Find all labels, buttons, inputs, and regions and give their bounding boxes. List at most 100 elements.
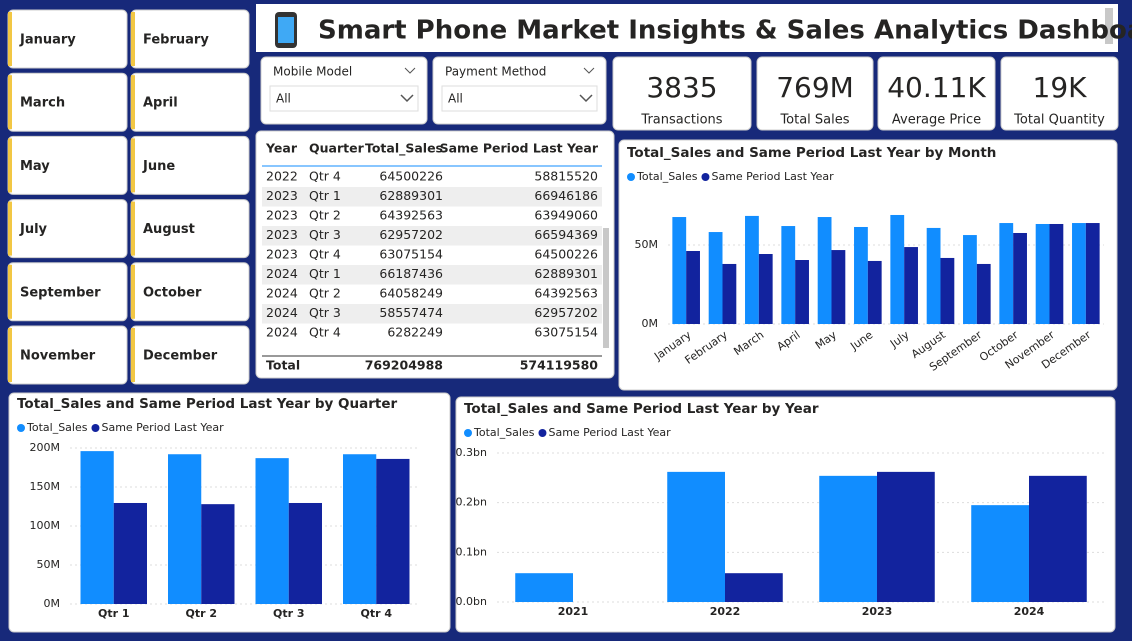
- month-accent: [8, 12, 12, 66]
- bar: [867, 260, 882, 324]
- dropdown[interactable]: [441, 85, 598, 112]
- bar: [255, 458, 289, 604]
- table-cell: 66946186: [534, 188, 598, 203]
- x-tick-label: 2021: [558, 605, 589, 618]
- table-row-band: [262, 226, 602, 246]
- table-header: Total_Sales: [365, 141, 443, 157]
- legend-swatch: [17, 424, 25, 432]
- bar: [926, 227, 941, 324]
- bar: [854, 226, 868, 324]
- table-cell: Qtr 4: [309, 247, 341, 262]
- bar: [976, 263, 991, 324]
- x-tick-label: Qtr 1: [98, 607, 130, 620]
- y-tick-label: 0.3bn: [456, 446, 487, 459]
- table-cell: 2023: [266, 247, 298, 262]
- bar: [672, 217, 687, 324]
- bar: [745, 215, 759, 324]
- bar: [781, 226, 796, 324]
- legend-label: Total_Sales: [636, 170, 698, 183]
- table-cell: Qtr 1: [309, 266, 341, 281]
- filter-label: Payment Method: [445, 65, 546, 79]
- table-cell: 62957202: [379, 227, 443, 242]
- chart: Total_Sales and Same Period Last Year by…: [456, 401, 1105, 618]
- dropdown-value: All: [448, 92, 463, 106]
- kpi-value: 769M: [776, 71, 854, 104]
- table-cell: 66594369: [534, 227, 598, 242]
- bar: [758, 254, 773, 324]
- bar: [376, 458, 410, 604]
- filter-label: Mobile Model: [273, 65, 352, 79]
- dropdown-chevron: [400, 94, 414, 103]
- bar: [288, 502, 322, 604]
- table-cell: 2024: [266, 325, 298, 340]
- table-scrollbar: [603, 228, 609, 348]
- bar: [1085, 223, 1100, 324]
- table-cell: Qtr 4: [309, 325, 341, 340]
- table-cell: 63949060: [534, 208, 598, 223]
- table-cell: 2023: [266, 188, 298, 203]
- y-tick-label: 50M: [37, 558, 61, 571]
- legend-swatch: [538, 429, 547, 437]
- title-bar: [256, 4, 1118, 52]
- bar: [904, 247, 918, 324]
- phone-icon: [275, 12, 297, 48]
- month-accent: [131, 264, 135, 319]
- month-label: January: [19, 33, 76, 48]
- table-cell: 2024: [266, 286, 298, 301]
- table-total: 769204988: [365, 358, 443, 373]
- y-tick-label: 0.1bn: [456, 545, 487, 558]
- table-cell: 2024: [266, 305, 298, 320]
- table-cell: 64392563: [534, 286, 598, 301]
- month-label: September: [20, 285, 101, 300]
- x-tick-label: 2022: [710, 605, 741, 618]
- table-cell: 64500226: [534, 247, 598, 262]
- table-header: Same Period Last Year: [440, 141, 599, 156]
- scrollbar: [1105, 8, 1113, 44]
- dropdown[interactable]: [269, 85, 419, 112]
- y-tick-label: 0.2bn: [456, 496, 487, 509]
- bar: [667, 471, 725, 602]
- x-tick-label: Qtr 2: [185, 607, 217, 620]
- month-label: December: [143, 349, 218, 364]
- bar: [1029, 475, 1087, 602]
- table-total: 574119580: [520, 358, 599, 373]
- legend-swatch: [91, 424, 100, 432]
- legend-label: Total_Sales: [473, 426, 535, 439]
- chart: Total_Sales and Same Period Last Year by…: [17, 396, 420, 620]
- table-cell: 64058249: [379, 286, 443, 301]
- month-accent: [8, 201, 12, 256]
- y-tick-label: 0M: [44, 597, 61, 610]
- table-cell: 62889301: [379, 188, 443, 203]
- bar: [795, 260, 809, 324]
- month-accent: [8, 264, 12, 319]
- table-cell: 63075154: [379, 247, 443, 262]
- bar: [1013, 232, 1027, 324]
- table-cell: 58557474: [379, 305, 443, 320]
- month-accent: [131, 328, 135, 382]
- bar: [817, 217, 832, 324]
- chart-card: [455, 396, 1116, 633]
- legend-swatch: [464, 429, 472, 437]
- x-tick-label: Qtr 4: [360, 607, 392, 620]
- table-cell: 2023: [266, 227, 298, 242]
- bar: [971, 505, 1029, 602]
- month-accent: [131, 75, 135, 130]
- month-label: August: [143, 222, 195, 237]
- month-accent: [131, 201, 135, 256]
- month-label: June: [142, 159, 175, 174]
- kpi-value: 40.11K: [887, 71, 986, 104]
- bar: [890, 214, 905, 324]
- dropdown-chevron: [404, 67, 416, 74]
- table-header: Year: [265, 141, 298, 156]
- month-accent: [131, 138, 135, 193]
- legend-swatch: [627, 173, 635, 181]
- chart-title: Total_Sales and Same Period Last Year by…: [464, 401, 819, 417]
- y-tick-label: 150M: [30, 480, 61, 493]
- bar: [201, 504, 235, 604]
- table-row-band: [262, 304, 602, 324]
- y-tick-label: 200M: [30, 441, 61, 454]
- table-cell: 2024: [266, 266, 298, 281]
- month-accent: [8, 138, 12, 193]
- kpi-label: Total Sales: [779, 113, 849, 128]
